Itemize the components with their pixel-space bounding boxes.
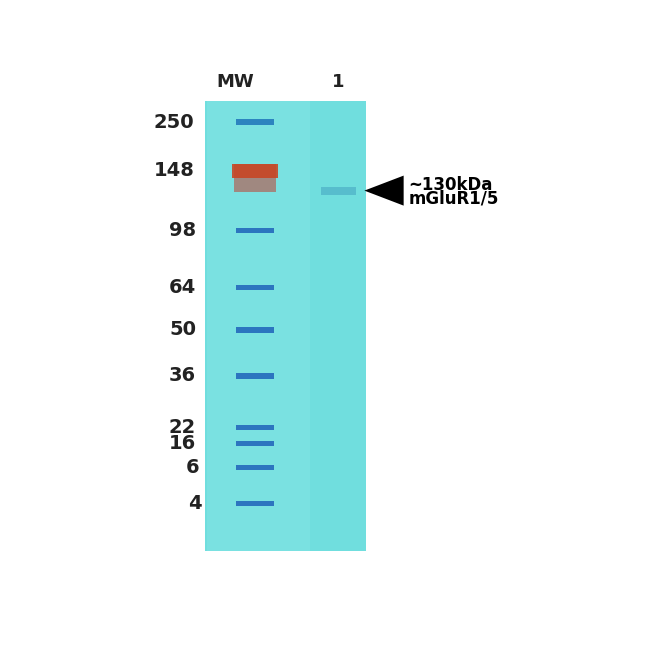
Bar xyxy=(233,164,276,192)
Text: ~130kDa: ~130kDa xyxy=(409,176,493,194)
Bar xyxy=(236,465,274,470)
Text: mGluR1/5: mGluR1/5 xyxy=(409,189,499,207)
Text: 148: 148 xyxy=(153,161,194,180)
Text: 50: 50 xyxy=(169,320,196,339)
Text: 98: 98 xyxy=(169,221,196,240)
Text: MW: MW xyxy=(216,73,254,90)
Bar xyxy=(236,441,274,446)
Bar xyxy=(207,101,311,551)
Bar xyxy=(236,425,274,430)
Text: 1: 1 xyxy=(332,73,345,90)
Bar xyxy=(205,101,311,551)
Bar xyxy=(236,501,274,506)
Bar xyxy=(233,164,278,177)
Bar xyxy=(311,101,366,551)
Bar xyxy=(236,228,274,233)
Text: 16: 16 xyxy=(169,434,196,453)
Text: 4: 4 xyxy=(188,494,202,513)
Text: 36: 36 xyxy=(169,367,196,385)
Text: 6: 6 xyxy=(186,458,200,477)
Bar xyxy=(236,119,274,125)
Bar xyxy=(236,373,274,378)
Text: 250: 250 xyxy=(154,112,194,131)
Bar xyxy=(236,327,274,333)
Text: 64: 64 xyxy=(169,278,196,297)
Bar xyxy=(236,285,274,291)
Text: 22: 22 xyxy=(169,418,196,437)
Polygon shape xyxy=(365,176,404,205)
Bar xyxy=(320,187,356,194)
